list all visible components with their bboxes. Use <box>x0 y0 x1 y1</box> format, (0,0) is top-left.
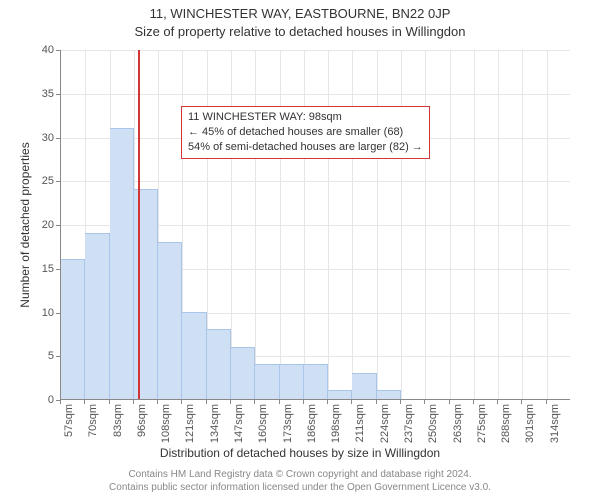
x-axis-label: Distribution of detached houses by size … <box>0 446 600 460</box>
legend-line-1: 11 WINCHESTER WAY: 98sqm <box>188 110 423 125</box>
xtick-label: 83sqm <box>112 404 124 437</box>
xtick-mark <box>230 400 231 404</box>
xtick-label: 147sqm <box>233 404 245 443</box>
histogram-bar <box>328 390 352 399</box>
histogram-bar <box>207 329 231 399</box>
xtick-label: 108sqm <box>160 404 172 443</box>
xtick-mark <box>133 400 134 404</box>
footer-attribution: Contains HM Land Registry data © Crown c… <box>0 468 600 494</box>
ytick-label: 0 <box>14 394 54 406</box>
footer-line-1: Contains HM Land Registry data © Crown c… <box>0 468 600 481</box>
ytick-label: 35 <box>14 88 54 100</box>
xtick-mark <box>424 400 425 404</box>
xtick-label: 173sqm <box>282 404 294 443</box>
ytick-mark <box>56 94 60 95</box>
xtick-label: 237sqm <box>403 404 415 443</box>
chart-title-desc: Size of property relative to detached ho… <box>0 24 600 39</box>
xtick-mark <box>449 400 450 404</box>
ytick-label: 40 <box>14 44 54 56</box>
ytick-label: 5 <box>14 350 54 362</box>
ytick-label: 30 <box>14 132 54 144</box>
xtick-mark <box>254 400 255 404</box>
histogram-bar <box>304 364 328 399</box>
histogram-bar <box>61 259 85 399</box>
plot-area: 11 WINCHESTER WAY: 98sqm ← 45% of detach… <box>60 50 570 400</box>
xtick-label: 275sqm <box>476 404 488 443</box>
xtick-mark <box>84 400 85 404</box>
histogram-bar <box>182 312 206 400</box>
histogram-bar <box>110 128 134 399</box>
xtick-label: 70sqm <box>87 404 99 437</box>
xtick-mark <box>60 400 61 404</box>
xtick-mark <box>497 400 498 404</box>
ytick-mark <box>56 313 60 314</box>
ytick-mark <box>56 138 60 139</box>
xtick-label: 134sqm <box>209 404 221 443</box>
xtick-mark <box>327 400 328 404</box>
ytick-mark <box>56 181 60 182</box>
legend-line-3: 54% of semi-detached houses are larger (… <box>188 140 423 155</box>
xtick-mark <box>206 400 207 404</box>
chart-container: 11, WINCHESTER WAY, EASTBOURNE, BN22 0JP… <box>0 0 600 500</box>
xtick-label: 198sqm <box>330 404 342 443</box>
ytick-label: 15 <box>14 263 54 275</box>
ytick-mark <box>56 50 60 51</box>
xtick-label: 224sqm <box>379 404 391 443</box>
ytick-mark <box>56 225 60 226</box>
xtick-label: 301sqm <box>524 404 536 443</box>
histogram-bar <box>231 347 255 400</box>
xtick-label: 314sqm <box>549 404 561 443</box>
histogram-bar <box>377 390 401 399</box>
xtick-label: 211sqm <box>354 404 366 442</box>
ytick-mark <box>56 356 60 357</box>
xtick-label: 186sqm <box>306 404 318 443</box>
xtick-mark <box>109 400 110 404</box>
ytick-label: 25 <box>14 175 54 187</box>
xtick-mark <box>157 400 158 404</box>
xtick-label: 250sqm <box>427 404 439 443</box>
xtick-mark <box>546 400 547 404</box>
ytick-label: 10 <box>14 307 54 319</box>
histogram-bar <box>280 364 304 399</box>
xtick-label: 263sqm <box>452 404 464 443</box>
xtick-mark <box>181 400 182 404</box>
histogram-bar <box>85 233 109 399</box>
histogram-bar <box>352 373 376 399</box>
xtick-mark <box>376 400 377 404</box>
xtick-label: 57sqm <box>63 404 75 437</box>
marker-line <box>138 50 140 399</box>
chart-title-address: 11, WINCHESTER WAY, EASTBOURNE, BN22 0JP <box>0 6 600 21</box>
xtick-mark <box>400 400 401 404</box>
xtick-mark <box>351 400 352 404</box>
histogram-bar <box>158 242 182 400</box>
xtick-label: 96sqm <box>136 404 148 437</box>
xtick-label: 288sqm <box>500 404 512 443</box>
footer-line-2: Contains public sector information licen… <box>0 481 600 494</box>
xtick-label: 160sqm <box>257 404 269 443</box>
xtick-mark <box>521 400 522 404</box>
xtick-label: 121sqm <box>184 404 196 443</box>
legend-box: 11 WINCHESTER WAY: 98sqm ← 45% of detach… <box>181 106 430 159</box>
histogram-bar <box>255 364 279 399</box>
xtick-mark <box>303 400 304 404</box>
legend-line-2: ← 45% of detached houses are smaller (68… <box>188 125 423 140</box>
xtick-mark <box>279 400 280 404</box>
ytick-label: 20 <box>14 219 54 231</box>
ytick-mark <box>56 269 60 270</box>
xtick-mark <box>473 400 474 404</box>
